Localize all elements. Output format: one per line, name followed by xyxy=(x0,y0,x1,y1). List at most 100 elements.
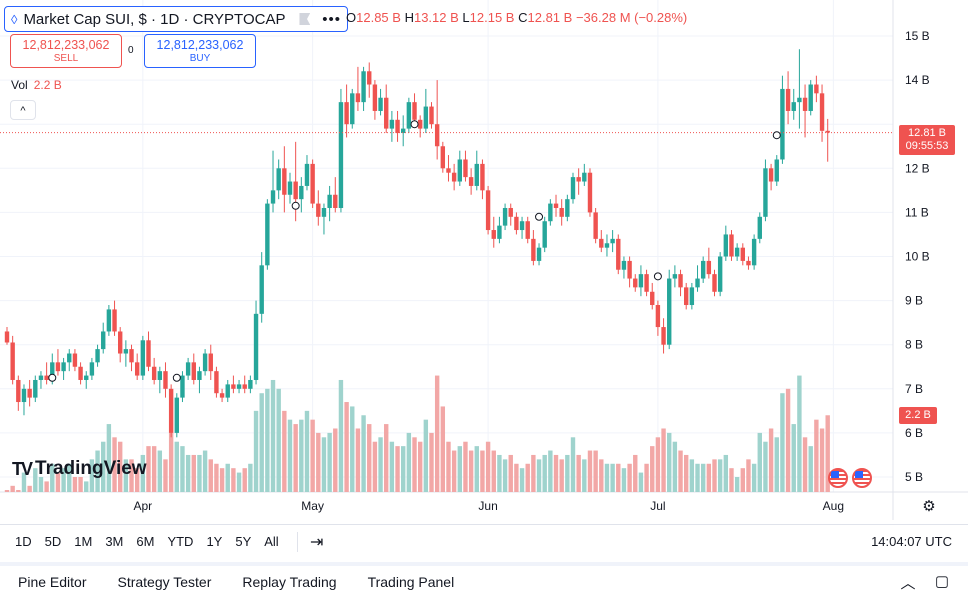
range-ytd[interactable]: YTD xyxy=(167,534,194,549)
candle-body xyxy=(299,185,304,200)
volume-bar xyxy=(236,472,242,492)
tab-strategy-tester[interactable]: Strategy Tester xyxy=(117,574,212,590)
y-tick-label: 7 B xyxy=(905,382,923,396)
candle-body xyxy=(508,207,513,217)
volume-bar xyxy=(389,441,395,492)
volume-bar xyxy=(327,432,332,492)
candle-body xyxy=(633,278,638,288)
range-3m[interactable]: 3M xyxy=(105,534,124,549)
us-flag-icon[interactable] xyxy=(828,468,848,488)
candle-body xyxy=(485,190,491,231)
range-all[interactable]: All xyxy=(264,534,279,549)
candlestick-chart[interactable]: 5 B 6 B 7 B 8 B 9 B 10 B 11 B 12 B 14 B 15 B Apr Ma… xyxy=(0,0,968,520)
volume-bar xyxy=(468,450,474,492)
event-marker-icon xyxy=(772,131,781,140)
range-1d[interactable]: 1D xyxy=(15,534,32,549)
x-tick-label: Apr xyxy=(133,499,152,513)
volume-bar xyxy=(299,419,304,492)
chevron-up-icon[interactable]: ︿ xyxy=(900,575,916,592)
volume-bar xyxy=(423,419,429,492)
volume-bar xyxy=(740,468,745,492)
volume-bar xyxy=(10,485,15,492)
volume-bar xyxy=(678,450,683,492)
tradingview-logo-icon: TV xyxy=(12,458,33,479)
volume-bar xyxy=(44,481,49,492)
more-dots-icon[interactable]: ••• xyxy=(322,10,341,28)
volume-bar xyxy=(565,454,570,492)
volume-bar xyxy=(197,454,202,492)
candle-body xyxy=(163,371,168,389)
volume-bar xyxy=(333,428,338,492)
candle-body xyxy=(655,305,661,328)
candle-body xyxy=(406,102,412,129)
range-5d[interactable]: 5D xyxy=(44,534,62,549)
candle-body xyxy=(208,353,213,372)
sell-label: SELL xyxy=(53,53,79,64)
candle-body xyxy=(33,379,38,398)
candle-body xyxy=(333,194,338,208)
volume-bar xyxy=(480,450,485,492)
candle-body xyxy=(236,384,242,389)
candle-body xyxy=(27,388,32,398)
event-badges[interactable] xyxy=(828,468,876,488)
candle-body xyxy=(825,130,830,133)
range-1y[interactable]: 1Y xyxy=(206,534,223,549)
candle-body xyxy=(146,340,151,367)
open-value: 12.85 B xyxy=(356,10,401,25)
us-flag-icon[interactable] xyxy=(852,468,872,488)
volume-bar xyxy=(367,424,372,492)
candle-body xyxy=(553,203,559,208)
candle-body xyxy=(672,274,678,279)
range-6m[interactable]: 6M xyxy=(136,534,155,549)
x-tick-label: May xyxy=(301,499,324,513)
volume-bar xyxy=(248,463,253,492)
tab-trading-panel[interactable]: Trading Panel xyxy=(367,574,455,590)
candle-body xyxy=(95,349,100,363)
event-marker-icon xyxy=(48,373,57,382)
volume-bar xyxy=(712,459,717,492)
volume-bar xyxy=(225,463,230,492)
spread-value: 0 xyxy=(128,45,134,56)
volume-bar xyxy=(401,446,406,492)
candle-body xyxy=(746,260,751,266)
candle-body xyxy=(118,331,123,354)
chart-area[interactable]: 5 B 6 B 7 B 8 B 9 B 10 B 11 B 12 B 14 B 15 B Apr Ma… xyxy=(0,0,968,520)
volume-bar xyxy=(123,459,129,492)
open-label: O xyxy=(346,10,357,25)
chart-settings-icon[interactable]: ⚙ xyxy=(922,498,936,515)
volume-bar xyxy=(729,468,734,492)
volume-bar xyxy=(208,459,213,492)
candle-body xyxy=(242,384,247,389)
tab-pine-editor[interactable]: Pine Editor xyxy=(18,574,87,590)
volume-bar xyxy=(576,454,581,492)
candle-body xyxy=(780,88,785,160)
collapse-legend-button[interactable]: ^ xyxy=(10,100,36,120)
candle-body xyxy=(248,379,253,389)
utc-clock[interactable]: 14:04:07 UTC xyxy=(871,534,952,549)
symbol-title-pill[interactable]: ◊ Market Cap SUI, $ · 1D · CRYPTOCAP ••• xyxy=(4,6,348,32)
flag-icon[interactable] xyxy=(299,13,311,25)
event-marker-icon xyxy=(291,201,300,210)
volume-bar xyxy=(214,463,219,492)
candle-body xyxy=(797,97,802,103)
candle-body xyxy=(700,260,706,279)
range-1m[interactable]: 1M xyxy=(74,534,93,549)
candle-body xyxy=(423,106,429,129)
sell-button[interactable]: 12,812,233,062 SELL xyxy=(10,34,122,68)
low-label: L xyxy=(462,10,470,25)
candle-body xyxy=(695,278,700,288)
tab-replay-trading[interactable]: Replay Trading xyxy=(242,574,337,590)
go-to-date-icon[interactable]: ⇥ xyxy=(310,533,324,551)
volume-bar xyxy=(768,428,774,492)
volume-bar xyxy=(774,437,779,492)
maximize-icon[interactable]: ▢ xyxy=(934,573,950,590)
volume-bar xyxy=(485,441,491,492)
buy-button[interactable]: 12,812,233,062 BUY xyxy=(144,34,256,68)
volume-bar xyxy=(129,459,134,492)
candle-body xyxy=(38,375,44,380)
range-5y[interactable]: 5Y xyxy=(235,534,252,549)
volume-bar xyxy=(304,410,310,492)
y-tick-label: 11 B xyxy=(905,205,929,219)
volume-bar xyxy=(525,463,530,492)
volume-bar xyxy=(412,437,417,492)
